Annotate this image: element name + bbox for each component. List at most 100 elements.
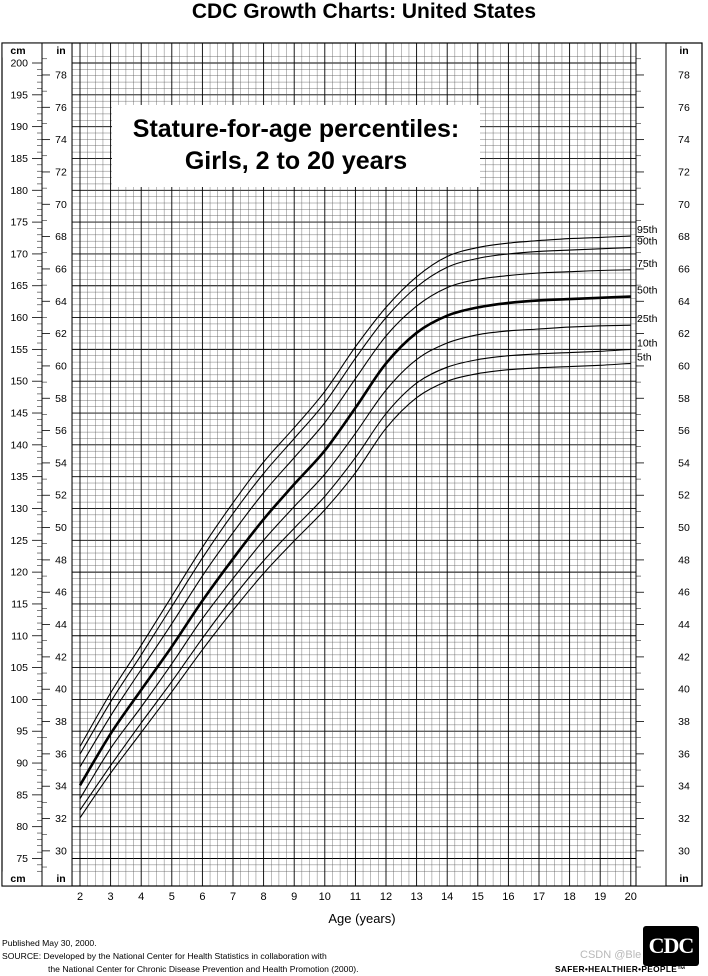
tick-label-cm: 200 [10,58,28,70]
tick-label-in-left: 42 [55,651,67,663]
tick-label-age: 17 [533,891,545,903]
tick-label-in-left: 76 [55,102,67,114]
tick-label-in-right: 38 [678,716,690,728]
cdc-logo: CDC SAFER•HEALTHIER•PEOPLE™ [555,924,705,976]
tick-label-cm: 85 [16,789,28,801]
tick-label-in-right: 40 [678,684,690,696]
tick-label-cm: 100 [10,694,28,706]
tick-label-in-right: 48 [678,554,690,566]
chart-subtitle-line-2: Girls, 2 to 20 years [184,147,408,175]
tick-label-cm: 165 [10,280,28,292]
tick-label-in-left: 52 [55,490,67,502]
percentile-curve-10th [79,348,631,811]
tick-label-age: 6 [199,891,205,903]
tick-label-in-left: 44 [55,619,67,631]
tick-label-cm: 160 [10,312,28,324]
tick-label-cm: 150 [10,376,28,388]
tick-label-in-right: 52 [678,490,690,502]
tick-label-cm: 110 [11,630,28,642]
tick-label-in-right: 68 [678,231,690,243]
unit-footer-bg [636,871,666,886]
footer-source: SOURCE: Developed by the National Center… [2,951,327,961]
chart-frame [1,42,703,887]
unit-header-bg [636,43,666,58]
tick-label-age: 2 [77,891,83,903]
unit-label-cm-bottom: cm [10,873,25,885]
tick-label-in-right: 64 [678,296,690,308]
tick-label-in-right: 32 [678,813,690,825]
tick-label-in-right: 36 [678,748,690,760]
unit-label-in-right-bottom: in [679,873,688,885]
tick-label-in-right: 54 [678,457,690,469]
tick-label-in-right: 56 [678,425,690,437]
tick-label-cm: 90 [16,758,28,770]
tick-label-in-right: 74 [678,134,690,146]
tick-label-in-right: 46 [678,587,690,599]
tick-label-in-right: 34 [678,781,690,793]
tick-label-cm: 125 [10,535,28,547]
percentile-label-5th: 5th [637,351,652,363]
tick-label-in-left: 58 [55,393,67,405]
percentile-label-50th: 50th [637,285,658,297]
tick-label-in-right: 76 [678,102,690,114]
tick-label-age: 4 [138,891,144,903]
unit-label-in-bottom: in [56,873,65,885]
tick-label-age: 14 [441,891,453,903]
percentile-curve-5th [79,362,631,819]
tick-label-in-right: 44 [678,619,690,631]
tick-label-cm: 130 [10,503,28,515]
tick-label-cm: 180 [10,185,28,197]
tick-label-in-left: 32 [55,813,67,825]
tick-label-in-right: 72 [678,166,690,178]
tick-label-in-left: 62 [55,328,67,340]
percentile-label-75th: 75th [637,258,658,270]
tick-label-in-right: 70 [678,199,690,211]
percentile-curve-75th [79,269,631,768]
tick-label-cm: 115 [11,598,28,610]
tick-label-age: 5 [169,891,175,903]
tick-label-in-left: 78 [55,69,67,81]
tick-label-age: 15 [472,891,484,903]
tick-label-cm: 185 [10,153,28,165]
tick-label-in-right: 50 [678,522,690,534]
percentile-curve-90th [79,247,631,755]
tick-label-in-left: 46 [55,587,67,599]
chart-subtitle-line-1: Stature-for-age percentiles: [132,115,460,143]
unit-header-bg [42,43,72,58]
tick-label-cm: 105 [10,662,28,674]
tick-label-in-left: 74 [55,134,67,146]
unit-label-cm-top: cm [10,45,25,57]
tick-label-age: 7 [230,891,236,903]
tick-label-age: 10 [319,891,331,903]
percentile-curve-95th [79,235,631,747]
tick-label-age: 16 [502,891,514,903]
tick-label-in-left: 48 [55,554,67,566]
tick-label-in-left: 40 [55,684,67,696]
tick-label-age: 20 [625,891,637,903]
watermark: CSDN @Ble [580,949,642,961]
percentile-label-95th: 95th [637,224,658,236]
page-title: CDC Growth Charts: United States [191,0,537,23]
tick-label-cm: 120 [10,567,28,579]
tick-label-in-left: 30 [55,845,67,857]
unit-label-in-right-top: in [679,45,688,57]
tick-label-in-left: 70 [55,199,67,211]
tick-label-cm: 145 [10,408,28,420]
cdc-logo-tagline: SAFER•HEALTHIER•PEOPLE™ [555,964,686,974]
tick-label-in-right: 58 [678,393,690,405]
tick-label-cm: 75 [16,853,28,865]
unit-footer-bg [2,871,42,886]
tick-label-in-left: 60 [55,360,67,372]
tick-label-in-left: 66 [55,263,67,275]
percentile-label-10th: 10th [637,337,658,349]
tick-label-in-left: 64 [55,296,67,308]
footer-published: Published May 30, 2000. [2,938,97,948]
tick-label-in-left: 68 [55,231,67,243]
tick-label-in-left: 50 [55,522,67,534]
percentile-label-90th: 90th [637,236,658,248]
tick-label-cm: 155 [10,344,28,356]
unit-footer-bg [42,871,72,886]
percentile-label-25th: 25th [637,313,658,325]
tick-label-age: 18 [563,891,575,903]
tick-label-cm: 170 [10,248,28,260]
